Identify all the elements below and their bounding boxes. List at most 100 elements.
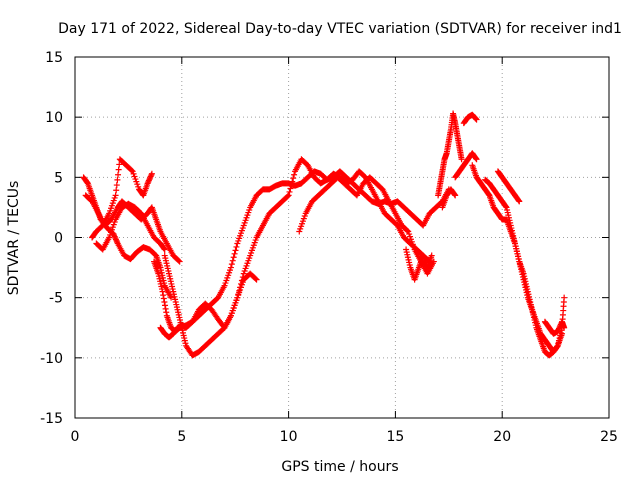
data-point xyxy=(175,257,182,264)
data-point xyxy=(285,192,292,199)
data-point xyxy=(404,227,411,234)
series-track-i xyxy=(403,246,435,283)
data-point xyxy=(159,288,166,295)
y-tick-label: 10 xyxy=(45,110,63,126)
y-tick-labels: -15 -10 -5 0 5 10 15 xyxy=(40,50,63,427)
data-point xyxy=(162,302,169,309)
data-point xyxy=(228,261,235,268)
data-point xyxy=(161,245,168,252)
data-point xyxy=(289,178,296,185)
data-point xyxy=(115,171,122,178)
x-tick-label: 0 xyxy=(71,429,80,445)
y-tick-label: -5 xyxy=(49,291,63,307)
data-point xyxy=(168,294,175,301)
data-point xyxy=(472,155,479,162)
x-axis-label: GPS time / hours xyxy=(281,459,398,475)
data-point xyxy=(554,343,561,350)
data-point xyxy=(116,161,123,168)
data-point xyxy=(284,193,291,200)
y-tick-label: -10 xyxy=(40,351,63,367)
chart-title: Day 171 of 2022, Sidereal Day-to-day VTE… xyxy=(58,21,622,37)
data-point xyxy=(452,192,459,199)
data-point xyxy=(555,326,562,333)
data-point xyxy=(291,171,298,178)
data-point xyxy=(232,247,239,254)
data-point xyxy=(286,188,293,195)
data-point xyxy=(160,292,167,299)
y-tick-label: 0 xyxy=(54,231,63,247)
data-point xyxy=(473,156,480,163)
data-point xyxy=(473,116,480,123)
data-point xyxy=(147,173,154,180)
data-point xyxy=(145,177,152,184)
data-point xyxy=(115,166,122,173)
data-point xyxy=(144,180,151,187)
data-point xyxy=(230,254,237,261)
data-point xyxy=(290,175,297,182)
data-point xyxy=(147,174,154,181)
data-point xyxy=(148,172,155,179)
series-track-d xyxy=(93,200,168,253)
x-tick-label: 10 xyxy=(280,429,298,445)
data-point xyxy=(176,258,183,265)
data-point xyxy=(113,237,120,244)
data-points xyxy=(80,110,568,359)
series-track-f xyxy=(161,156,433,359)
x-tick-label: 5 xyxy=(177,429,186,445)
x-tick-label: 20 xyxy=(493,429,511,445)
plot-frame xyxy=(74,56,610,419)
data-point xyxy=(112,235,119,242)
data-point xyxy=(111,233,118,240)
data-point xyxy=(231,250,238,257)
series-track-p xyxy=(494,168,523,205)
data-point xyxy=(502,203,509,210)
x-tick-label: 25 xyxy=(600,429,618,445)
data-point xyxy=(161,298,168,305)
data-point xyxy=(561,294,568,301)
series-track-l xyxy=(439,186,459,211)
x-tick-labels: 0 5 10 15 20 25 xyxy=(71,429,618,445)
data-point xyxy=(561,324,568,331)
series-track-m xyxy=(460,111,480,127)
data-point xyxy=(148,170,155,177)
data-point xyxy=(145,178,152,185)
data-point xyxy=(472,115,479,122)
data-point xyxy=(229,257,236,264)
y-axis-label: SDTVAR / TECUs xyxy=(6,181,22,296)
data-point xyxy=(555,325,562,332)
data-point xyxy=(114,239,121,246)
y-tick-label: -15 xyxy=(40,411,63,427)
data-point xyxy=(128,167,135,174)
data-point xyxy=(162,305,169,312)
series-track-k xyxy=(452,150,480,181)
data-point xyxy=(253,276,260,283)
data-point xyxy=(554,328,561,335)
data-point xyxy=(288,182,295,189)
grid xyxy=(74,56,610,419)
data-point xyxy=(112,192,119,199)
data-point xyxy=(160,295,167,302)
data-point xyxy=(515,197,522,204)
data-point xyxy=(146,176,153,183)
data-point xyxy=(161,246,168,253)
data-point xyxy=(163,309,170,316)
data-point xyxy=(516,198,523,205)
data-point xyxy=(472,115,479,122)
data-point xyxy=(233,243,240,250)
data-point xyxy=(287,185,294,192)
series-track-q xyxy=(541,318,568,337)
series-track-g xyxy=(157,270,260,341)
series-track-j xyxy=(435,110,465,199)
series-track-h xyxy=(296,174,437,277)
y-tick-label: 15 xyxy=(45,50,63,66)
data-point xyxy=(428,252,435,259)
series-track-o xyxy=(482,176,568,355)
data-point xyxy=(458,156,465,163)
data-point xyxy=(430,258,437,265)
x-tick-label: 15 xyxy=(386,429,404,445)
data-point xyxy=(113,187,120,194)
series-track-c xyxy=(89,156,155,241)
data-point xyxy=(114,176,121,183)
data-point xyxy=(112,236,119,243)
